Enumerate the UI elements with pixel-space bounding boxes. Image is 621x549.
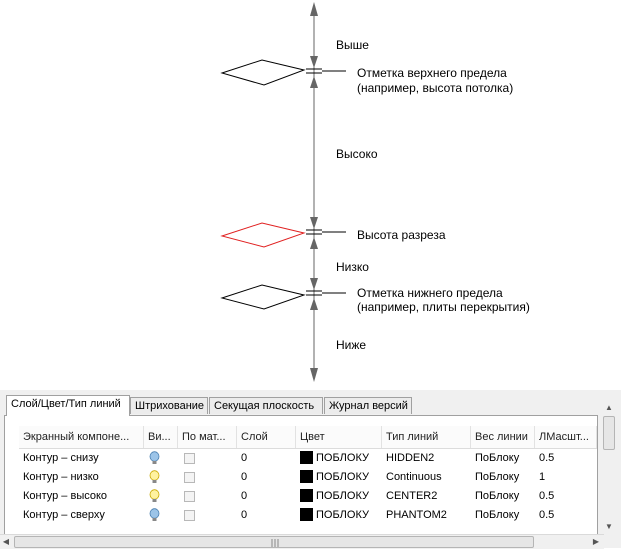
vertical-scrollbar[interactable]: ▲ ▼ xyxy=(602,402,616,533)
arrow-high-down xyxy=(310,217,318,229)
col-linetype[interactable]: Тип линий xyxy=(382,426,471,448)
color-swatch xyxy=(300,450,313,464)
arrow-low-down xyxy=(310,278,318,290)
cell-component: Контур – сверху xyxy=(23,509,105,521)
cell-ltscale: 0.5 xyxy=(539,452,555,464)
arrow-top xyxy=(310,2,318,16)
tab-layer-color-linetype[interactable]: Слой/Цвет/Тип линий xyxy=(6,395,130,416)
table-row[interactable]: Контур – высоко 0 ПОБЛОКУ CENTER2 ПоБлок… xyxy=(19,487,597,506)
col-by-material[interactable]: По мат... xyxy=(178,426,237,448)
scroll-down-arrow-icon[interactable]: ▼ xyxy=(605,522,613,531)
label-low: Низко xyxy=(336,260,369,274)
arrow-bottom xyxy=(310,368,318,382)
arrow-low-up xyxy=(310,237,318,249)
arrow-high-up xyxy=(310,76,318,88)
color-swatch xyxy=(300,507,313,521)
col-lineweight[interactable]: Вес линии xyxy=(471,426,535,448)
cell-lineweight: ПоБлоку xyxy=(475,490,520,502)
label-bottom-limit-1: Отметка нижнего предела xyxy=(357,286,503,300)
lightbulb-blue-icon[interactable] xyxy=(149,508,160,523)
cell-layer: 0 xyxy=(241,452,248,464)
color-label: ПОБЛОКУ xyxy=(316,471,369,483)
label-bottom-limit-2: (например, плиты перекрытия) xyxy=(357,300,530,314)
arrow-above-down xyxy=(310,56,318,68)
label-top-limit-2: (например, высота потолка) xyxy=(357,81,514,95)
tab-section-plane[interactable]: Секущая плоскость xyxy=(209,397,323,414)
by-material-checkbox[interactable] xyxy=(184,510,195,521)
lightbulb-yellow-icon[interactable] xyxy=(149,470,160,485)
cell-color[interactable]: ПОБЛОКУ xyxy=(296,468,382,487)
label-cut-height: Высота разреза xyxy=(357,228,446,242)
tab-hatching[interactable]: Штрихование xyxy=(130,397,208,414)
cell-linetype: PHANTOM2 xyxy=(386,509,447,521)
color-swatch xyxy=(300,469,313,483)
col-visible[interactable]: Ви... xyxy=(144,426,178,448)
horizontal-scroll-thumb[interactable] xyxy=(14,536,534,548)
cell-color[interactable]: ПОБЛОКУ xyxy=(296,487,382,506)
lightbulb-yellow-icon[interactable] xyxy=(149,489,160,504)
diagram-graphic xyxy=(220,2,346,382)
col-component[interactable]: Экранный компоне... xyxy=(19,426,144,448)
cell-layer: 0 xyxy=(241,509,248,521)
horizontal-scrollbar[interactable]: ◀ ▶ xyxy=(0,534,604,549)
scroll-up-arrow-icon[interactable]: ▲ xyxy=(605,403,613,412)
col-color[interactable]: Цвет xyxy=(296,426,382,448)
tab-version-history[interactable]: Журнал версий xyxy=(324,397,412,414)
table-row[interactable]: Контур – снизу 0 ПОБЛОКУ HIDDEN2 ПоБлоку… xyxy=(19,449,597,468)
tab-content: Экранный компоне... Ви... По мат... Слой… xyxy=(4,415,598,536)
by-material-checkbox[interactable] xyxy=(184,453,195,464)
cell-layer: 0 xyxy=(241,471,248,483)
label-top-limit-1: Отметка верхнего предела xyxy=(357,66,507,80)
color-swatch xyxy=(300,488,313,502)
table-header: Экранный компоне... Ви... По мат... Слой… xyxy=(19,426,597,449)
cell-component: Контур – высоко xyxy=(23,490,108,502)
col-layer[interactable]: Слой xyxy=(237,426,296,448)
cell-ltscale: 0.5 xyxy=(539,490,555,502)
vertical-scroll-thumb[interactable] xyxy=(603,416,615,450)
scroll-right-arrow-icon[interactable]: ▶ xyxy=(592,537,600,546)
label-below: Ниже xyxy=(336,338,367,352)
components-table: Экранный компоне... Ви... По мат... Слой… xyxy=(19,426,597,534)
cell-color[interactable]: ПОБЛОКУ xyxy=(296,506,382,525)
cut-plane-diagram: Выше Отметка верхнего предела (например,… xyxy=(220,2,530,382)
by-material-checkbox[interactable] xyxy=(184,472,195,483)
table-row[interactable]: Контур – низко 0 ПОБЛОКУ Continuous ПоБл… xyxy=(19,468,597,487)
grip-icon xyxy=(271,539,279,547)
cut-plane xyxy=(220,222,306,248)
cell-ltscale: 1 xyxy=(539,471,546,483)
table-row[interactable]: Контур – сверху 0 ПОБЛОКУ PHANTOM2 ПоБло… xyxy=(19,506,597,525)
arrow-below-up xyxy=(310,298,318,310)
color-label: ПОБЛОКУ xyxy=(316,490,369,502)
cell-ltscale: 0.5 xyxy=(539,509,555,521)
col-ltscale[interactable]: ЛМасшт... xyxy=(535,426,597,448)
cell-linetype: HIDDEN2 xyxy=(386,452,435,464)
bottom-limit-plane xyxy=(220,284,306,310)
cell-lineweight: ПоБлоку xyxy=(475,452,520,464)
cell-component: Контур – снизу xyxy=(23,452,99,464)
cell-linetype: Continuous xyxy=(386,471,442,483)
cell-linetype: CENTER2 xyxy=(386,490,438,502)
label-high: Высоко xyxy=(336,147,378,161)
display-properties-panel: Слой/Цвет/Тип линий Штрихование Секущая … xyxy=(0,390,621,549)
cell-color[interactable]: ПОБЛОКУ xyxy=(296,449,382,468)
top-limit-plane xyxy=(220,59,306,86)
color-label: ПОБЛОКУ xyxy=(316,452,369,464)
label-above: Выше xyxy=(336,38,369,52)
scroll-left-arrow-icon[interactable]: ◀ xyxy=(2,537,10,546)
cell-lineweight: ПоБлоку xyxy=(475,509,520,521)
cell-layer: 0 xyxy=(241,490,248,502)
by-material-checkbox[interactable] xyxy=(184,491,195,502)
cell-component: Контур – низко xyxy=(23,471,99,483)
color-label: ПОБЛОКУ xyxy=(316,509,369,521)
lightbulb-blue-icon[interactable] xyxy=(149,451,160,466)
cell-lineweight: ПоБлоку xyxy=(475,471,520,483)
